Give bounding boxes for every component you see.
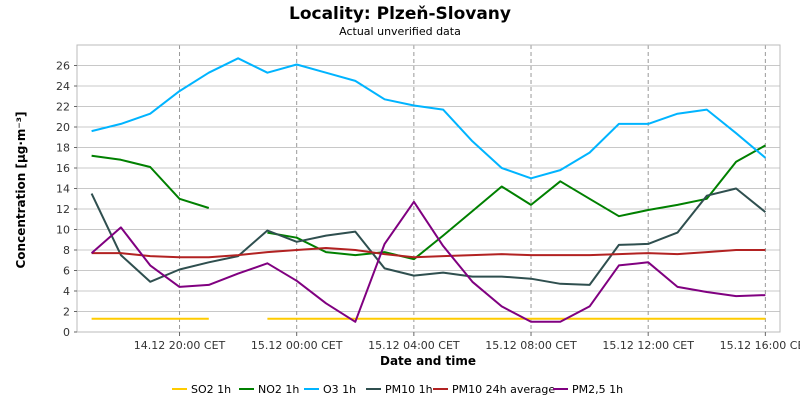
y-tick-label: 22 — [56, 101, 70, 114]
x-tick-label: 15.12 08:00 CET — [485, 339, 577, 352]
series-line-pm10-24h-average — [91, 247, 766, 259]
legend-label-pm10-24h-average: PM10 24h average — [452, 383, 555, 396]
y-tick-label: 4 — [63, 285, 70, 298]
x-tick-label: 15.12 12:00 CET — [602, 339, 694, 352]
series-line-no2-1h — [267, 144, 766, 261]
legend-label-pm2-5-1h: PM2,5 1h — [572, 383, 623, 396]
y-tick-label: 24 — [56, 80, 70, 93]
x-tick-label: 15.12 04:00 CET — [368, 339, 460, 352]
y-axis-label: Concentration [µg·m⁻³] — [14, 112, 28, 269]
legend: SO2 1h NO2 1h O3 1h PM10 1h PM10 24h average… — [172, 383, 623, 396]
y-tick-label: 18 — [56, 142, 70, 155]
y-tick-label: 6 — [63, 265, 70, 278]
y-tick-label: 26 — [56, 60, 70, 73]
legend-label-o3-1h: O3 1h — [323, 383, 356, 396]
y-tick-label: 0 — [63, 326, 70, 339]
chart-title: Locality: Plzeň-Slovany — [289, 4, 511, 24]
legend-label-so2-1h: SO2 1h — [191, 383, 231, 396]
series-line-o3-1h — [91, 57, 767, 180]
x-tick-label: 15.12 16:00 CET — [720, 339, 800, 352]
chart-subtitle: Actual unverified data — [339, 25, 461, 38]
y-tick-label: 2 — [63, 306, 70, 319]
y-tick-label: 20 — [56, 121, 70, 134]
grid — [77, 45, 780, 333]
legend-label-pm10-1h: PM10 1h — [385, 383, 433, 396]
x-tick-label: 14.12 20:00 CET — [134, 339, 226, 352]
series-line-pm10-1h — [90, 187, 767, 286]
y-tick-label: 16 — [56, 162, 70, 175]
x-axis-label: Date and time — [380, 354, 476, 368]
x-tick-label: 15.12 00:00 CET — [251, 339, 343, 352]
series-line-pm2-5-1h — [90, 200, 766, 323]
series-lines — [90, 57, 767, 323]
y-tick-label: 10 — [56, 224, 70, 237]
y-tick-label: 12 — [56, 203, 70, 216]
y-tick-label: 14 — [56, 183, 70, 196]
series-line-no2-1h — [91, 154, 210, 209]
y-tick-label: 8 — [63, 244, 70, 257]
legend-label-no2-1h: NO2 1h — [258, 383, 299, 396]
